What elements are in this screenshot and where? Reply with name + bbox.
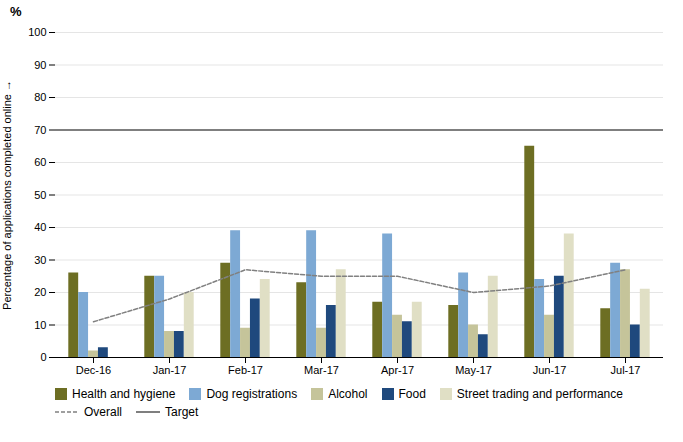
html-text:Health and hygiene: Health and hygiene xyxy=(72,387,176,401)
svg-text:20: 20 xyxy=(34,286,46,298)
svg-text:Mar-17: Mar-17 xyxy=(304,364,339,376)
svg-text:50: 50 xyxy=(34,189,46,201)
svg-text:80: 80 xyxy=(34,91,46,103)
svg-text:Dec-16: Dec-16 xyxy=(76,364,111,376)
html-text:Dog registrations: Dog registrations xyxy=(206,387,298,401)
svg-text:40: 40 xyxy=(34,221,46,233)
svg-text:0: 0 xyxy=(40,351,46,363)
svg-text:Jan-17: Jan-17 xyxy=(153,364,187,376)
html-text:Overall: Overall xyxy=(84,405,122,419)
svg-text:Feb-17: Feb-17 xyxy=(228,364,263,376)
svg-text:Jul-17: Jul-17 xyxy=(611,364,641,376)
svg-text:Percentage of applications com: Percentage of applications completed onl… xyxy=(1,80,13,310)
html-text:Food: Food xyxy=(398,387,426,401)
svg-text:Jun-17: Jun-17 xyxy=(533,364,567,376)
svg-text:60: 60 xyxy=(34,156,46,168)
svg-text:30: 30 xyxy=(34,254,46,266)
svg-text:May-17: May-17 xyxy=(455,364,492,376)
html-text:Street trading and performance: Street trading and performance xyxy=(456,387,623,401)
svg-text:Apr-17: Apr-17 xyxy=(381,364,414,376)
svg-text:90: 90 xyxy=(34,59,46,71)
html-text:Target: Target xyxy=(165,405,199,419)
svg-text:70: 70 xyxy=(34,124,46,136)
svg-text:10: 10 xyxy=(34,319,46,331)
html-text:Alcohol: Alcohol xyxy=(328,387,368,401)
svg-text:100: 100 xyxy=(28,26,46,38)
